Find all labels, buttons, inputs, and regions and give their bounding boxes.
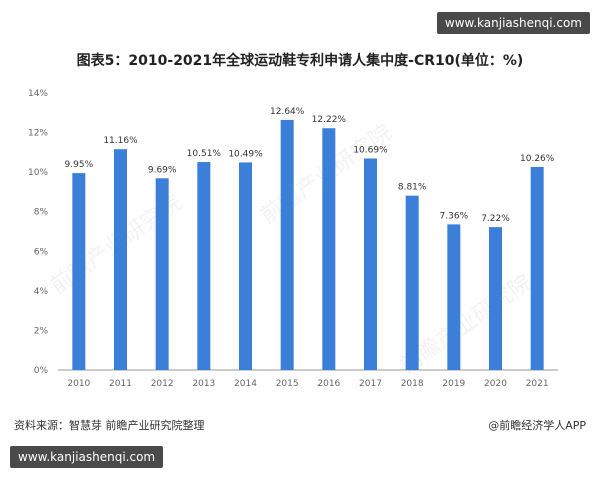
bar [489,227,502,370]
data-label: 7.36% [440,211,469,221]
data-label: 12.22% [312,115,347,125]
y-tick-label: 12% [28,129,48,139]
bar [72,173,86,370]
bar [197,162,211,370]
data-label: 12.64% [270,107,305,117]
y-tick-label: 8% [34,208,49,218]
x-tick-label: 2015 [276,379,299,389]
bar [530,166,544,370]
bar [114,149,127,370]
x-tick-label: 2021 [526,379,549,389]
x-tick-label: 2012 [151,379,174,389]
data-label: 10.49% [228,149,263,159]
data-label: 7.22% [481,214,510,224]
y-tick-label: 6% [34,247,49,257]
y-tick-label: 0% [34,366,49,376]
y-tick-label: 14% [28,89,48,99]
x-tick-label: 2016 [317,379,340,389]
x-tick-label: 2019 [442,379,465,389]
bar [155,178,169,370]
x-tick-label: 2018 [401,379,424,389]
y-tick-label: 10% [28,168,48,178]
data-label: 10.26% [520,154,555,164]
bars [72,119,544,370]
bar [280,119,294,370]
site-url-badge: www.kanjiashenqi.com [436,12,590,34]
data-label: 10.51% [187,149,222,159]
bar [322,128,336,370]
x-tick-label: 2011 [109,379,132,389]
axes: 0% 2% 4% 6% 8% 10% 12% 14% 2010 2011 2012 2013 2014 2… [28,89,558,389]
x-tick-label: 2010 [67,379,90,389]
data-label: 9.69% [148,165,177,175]
x-tick-label: 2020 [484,379,507,389]
y-tick-label: 2% [34,326,49,336]
x-tick-label: 2014 [234,379,257,389]
chart-title: 图表5：2010-2021年全球运动鞋专利申请人集中度-CR10(单位：%) [76,53,524,69]
data-label: 10.69% [353,145,388,155]
x-tick-label: 2013 [192,379,215,389]
bar [239,162,252,370]
data-labels: 9.95% 11.16% 9.69% 10.51% 10.49% 12.64% 12.22%… [65,107,555,224]
bar [364,158,377,370]
data-label: 9.95% [65,160,94,170]
footer-brand: @前瞻经济学人APP [488,419,586,432]
bar [405,195,419,370]
x-tick-label: 2017 [359,379,382,389]
footer-source: 资料来源：智慧芽 前瞻产业研究院整理 [14,419,205,432]
bar [447,224,461,370]
data-label: 8.81% [398,183,427,193]
site-url-badge-bottom: www.kanjiashenqi.com [10,446,164,468]
y-tick-label: 4% [34,287,49,297]
data-label: 11.16% [103,136,138,146]
